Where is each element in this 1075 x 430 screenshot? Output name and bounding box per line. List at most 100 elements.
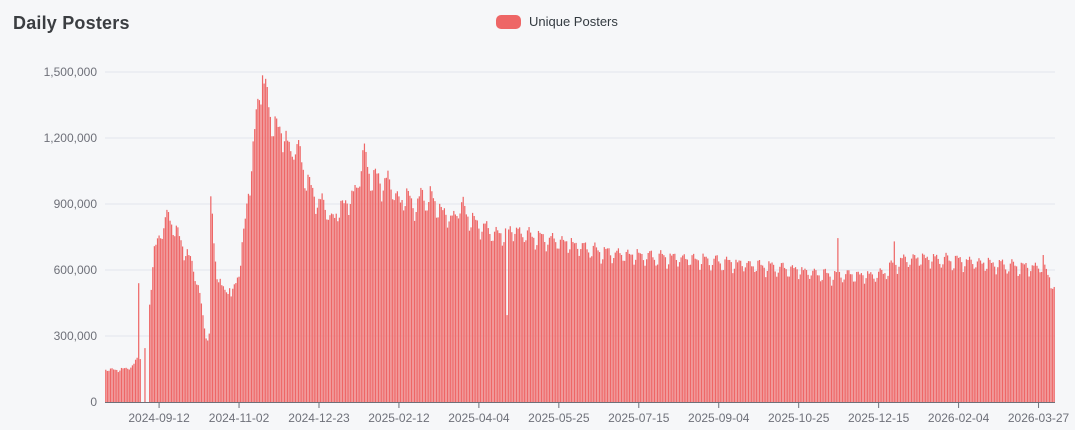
bar[interactable] xyxy=(418,196,420,402)
bar[interactable] xyxy=(755,270,757,402)
bar[interactable] xyxy=(954,255,957,402)
bar[interactable] xyxy=(829,276,831,402)
bar[interactable] xyxy=(939,263,941,402)
bar[interactable] xyxy=(346,203,348,402)
bar[interactable] xyxy=(747,261,750,402)
bar[interactable] xyxy=(710,270,712,402)
bar[interactable] xyxy=(525,240,527,402)
bar[interactable] xyxy=(561,236,563,402)
bar[interactable] xyxy=(180,240,182,402)
bar[interactable] xyxy=(214,261,217,402)
bar[interactable] xyxy=(947,255,949,402)
bar[interactable] xyxy=(570,238,572,402)
bar[interactable] xyxy=(495,226,497,402)
bar[interactable] xyxy=(972,264,974,402)
bar[interactable] xyxy=(459,213,461,402)
bar[interactable] xyxy=(798,279,800,402)
bar[interactable] xyxy=(509,226,511,402)
bar[interactable] xyxy=(876,277,878,402)
bar[interactable] xyxy=(1008,271,1010,402)
bar[interactable] xyxy=(823,269,825,402)
bar[interactable] xyxy=(412,208,414,402)
bar[interactable] xyxy=(674,253,676,402)
bar[interactable] xyxy=(403,210,405,402)
bar[interactable] xyxy=(702,253,704,402)
bar[interactable] xyxy=(575,242,577,402)
bar[interactable] xyxy=(130,367,132,402)
bar[interactable] xyxy=(363,143,366,403)
bar[interactable] xyxy=(171,224,173,402)
bar[interactable] xyxy=(878,271,880,402)
bar[interactable] xyxy=(733,268,736,402)
bar[interactable] xyxy=(881,269,883,402)
bar[interactable] xyxy=(879,268,881,402)
bar[interactable] xyxy=(711,264,714,402)
bar[interactable] xyxy=(232,288,234,402)
bar[interactable] xyxy=(297,140,300,403)
bar[interactable] xyxy=(722,270,725,402)
bar[interactable] xyxy=(461,202,463,402)
bar[interactable] xyxy=(105,369,107,402)
bar[interactable] xyxy=(150,289,152,402)
bar[interactable] xyxy=(791,265,794,402)
bar[interactable] xyxy=(327,219,329,402)
bar[interactable] xyxy=(497,230,499,402)
bar[interactable] xyxy=(921,253,924,402)
bar[interactable] xyxy=(644,265,646,402)
bar[interactable] xyxy=(1034,262,1037,402)
bar[interactable] xyxy=(435,217,438,402)
bar[interactable] xyxy=(439,203,441,402)
bar[interactable] xyxy=(713,258,715,402)
bar[interactable] xyxy=(1042,255,1044,402)
bar[interactable] xyxy=(324,209,326,402)
bar[interactable] xyxy=(374,168,377,402)
bar[interactable] xyxy=(1005,269,1007,402)
bar[interactable] xyxy=(448,221,450,402)
bar[interactable] xyxy=(384,178,386,402)
bar[interactable] xyxy=(854,281,856,402)
bar[interactable] xyxy=(569,249,571,402)
bar[interactable] xyxy=(235,283,237,402)
bar[interactable] xyxy=(658,253,660,402)
bar[interactable] xyxy=(818,275,820,402)
bar[interactable] xyxy=(983,262,985,402)
bar[interactable] xyxy=(699,269,701,402)
bar[interactable] xyxy=(445,214,447,402)
bar[interactable] xyxy=(216,279,218,402)
bar[interactable] xyxy=(932,254,935,402)
bar[interactable] xyxy=(663,255,665,402)
bar[interactable] xyxy=(371,190,373,402)
bar[interactable] xyxy=(602,259,604,402)
bar[interactable] xyxy=(545,251,547,402)
bar[interactable] xyxy=(1031,265,1033,402)
bar[interactable] xyxy=(903,254,905,402)
bar[interactable] xyxy=(609,255,612,402)
bar[interactable] xyxy=(628,253,630,402)
bar[interactable] xyxy=(757,260,759,402)
bar[interactable] xyxy=(683,254,685,402)
bar[interactable] xyxy=(581,243,583,402)
bar[interactable] xyxy=(636,249,638,402)
bar[interactable] xyxy=(1015,266,1018,402)
bar[interactable] xyxy=(556,248,558,402)
bar[interactable] xyxy=(114,369,116,402)
bar[interactable] xyxy=(863,283,866,402)
bar[interactable] xyxy=(611,263,613,402)
bar[interactable] xyxy=(649,251,651,402)
bar[interactable] xyxy=(139,359,141,402)
bar[interactable] xyxy=(975,267,977,402)
bar[interactable] xyxy=(271,136,273,402)
bar[interactable] xyxy=(330,213,333,402)
bar[interactable] xyxy=(548,237,551,402)
bar[interactable] xyxy=(522,237,524,402)
bar[interactable] xyxy=(573,243,576,402)
bar[interactable] xyxy=(208,333,210,402)
bar[interactable] xyxy=(263,83,265,403)
bar[interactable] xyxy=(219,278,221,402)
bar[interactable] xyxy=(559,239,562,402)
bar[interactable] xyxy=(835,272,837,402)
bar[interactable] xyxy=(740,260,742,402)
bar[interactable] xyxy=(345,200,347,402)
bar[interactable] xyxy=(1014,265,1016,402)
bar[interactable] xyxy=(882,273,884,402)
